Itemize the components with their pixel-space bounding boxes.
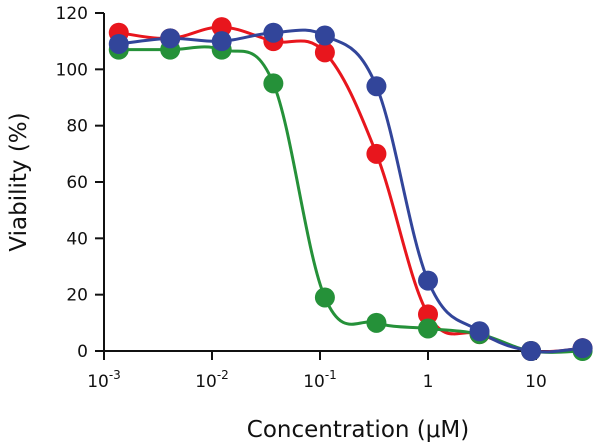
point-blue <box>314 25 335 46</box>
x-tick-base: 10 <box>87 372 109 392</box>
point-red <box>314 42 335 63</box>
series-layer <box>108 17 593 361</box>
x-tick-base: 10 <box>525 372 547 392</box>
point-blue <box>211 31 232 52</box>
point-red <box>211 17 232 38</box>
x-tick-label: 10-2 <box>195 368 229 392</box>
x-tick-label: 10-3 <box>87 368 121 392</box>
point-blue <box>521 341 542 361</box>
x-tick-exponent: -3 <box>109 368 121 382</box>
y-tick-label: 100 <box>56 60 88 80</box>
y-tick-label: 120 <box>56 4 88 24</box>
y-tick-label: 60 <box>66 173 88 193</box>
x-axis-label: Concentration (μM) <box>247 417 469 443</box>
point-red <box>366 143 387 164</box>
markers <box>108 17 593 361</box>
curve-blue <box>118 28 583 354</box>
y-tick-label: 0 <box>77 342 88 362</box>
point-green <box>418 318 438 339</box>
curves <box>118 25 583 354</box>
x-tick-base: 1 <box>423 372 434 392</box>
y-tick-label: 80 <box>66 117 88 137</box>
y-axis-label: Viability (%) <box>6 112 32 251</box>
x-tick-label: 10-1 <box>303 368 337 392</box>
point-red <box>418 304 438 325</box>
point-green <box>314 287 335 308</box>
point-green <box>263 73 284 94</box>
y-tick-label: 40 <box>66 229 88 249</box>
x-tick-exponent: -2 <box>217 368 229 382</box>
point-blue <box>418 270 438 291</box>
point-blue <box>469 321 490 342</box>
point-blue <box>572 338 593 359</box>
point-blue <box>366 76 387 97</box>
point-blue <box>263 22 284 43</box>
x-tick-label: 1 <box>423 372 434 392</box>
x-tick-base: 10 <box>303 372 325 392</box>
point-blue <box>108 33 129 54</box>
y-tick-label: 20 <box>66 286 88 306</box>
x-tick-label: 10 <box>525 372 547 392</box>
x-tick-base: 10 <box>195 372 217 392</box>
x-tick-exponent: -1 <box>325 368 337 382</box>
curve-red <box>118 25 583 354</box>
point-green <box>366 312 387 333</box>
point-blue <box>160 28 181 49</box>
